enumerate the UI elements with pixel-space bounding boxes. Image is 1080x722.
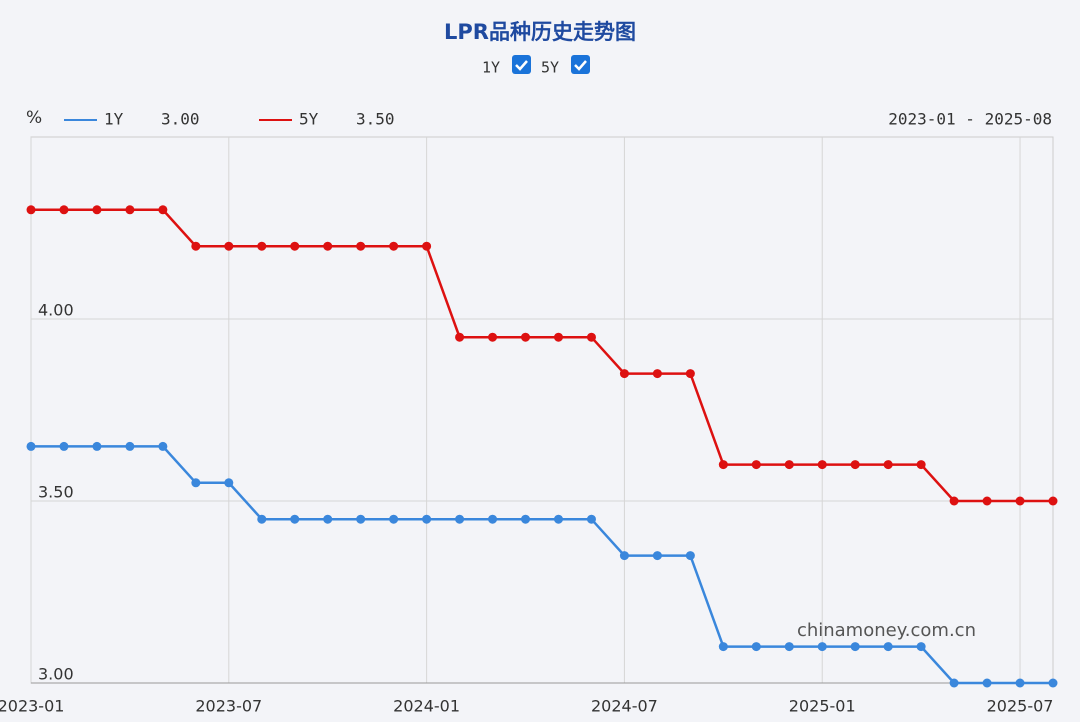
data-point (125, 441, 135, 451)
toggle-label: 5Y (541, 59, 559, 77)
data-point (850, 460, 860, 470)
x-tick-label: 2025-01 (789, 697, 856, 716)
y-unit: % (26, 108, 42, 128)
data-point (257, 241, 267, 251)
data-point (718, 642, 728, 652)
x-tick-label: 2024-01 (393, 697, 460, 716)
legend-value: 3.00 (161, 110, 200, 129)
data-point (784, 460, 794, 470)
y-tick-label: 4.00 (38, 301, 74, 320)
range-label: 2023-01 - 2025-08 (888, 110, 1052, 129)
data-point (652, 369, 662, 379)
data-point (257, 514, 267, 524)
data-point (949, 496, 959, 506)
data-point (323, 241, 333, 251)
data-point (356, 241, 366, 251)
data-point (59, 205, 69, 215)
data-point (389, 241, 399, 251)
toggle-checkbox[interactable] (512, 55, 531, 74)
data-point (619, 551, 629, 561)
data-point (488, 332, 498, 342)
data-point (125, 205, 135, 215)
data-point (1015, 496, 1025, 506)
data-point (586, 332, 596, 342)
data-point (191, 241, 201, 251)
x-tick-label: 2023-07 (195, 697, 262, 716)
data-point (850, 642, 860, 652)
data-point (586, 514, 596, 524)
data-point (553, 514, 563, 524)
data-point (290, 514, 300, 524)
data-point (158, 205, 168, 215)
data-point (26, 205, 36, 215)
data-point (982, 496, 992, 506)
data-point (751, 642, 761, 652)
legend-label: 5Y (299, 110, 319, 129)
check-icon (574, 60, 587, 71)
data-point (92, 205, 102, 215)
data-point (652, 551, 662, 561)
data-point (521, 332, 531, 342)
x-tick-label: 2023-01 (0, 697, 64, 716)
data-point (916, 460, 926, 470)
check-icon (515, 60, 528, 71)
toggle-checkbox[interactable] (571, 55, 590, 74)
data-point (455, 332, 465, 342)
data-point (982, 678, 992, 688)
data-point (455, 514, 465, 524)
legend-value: 3.50 (356, 110, 395, 129)
x-tick-label: 2024-07 (591, 697, 658, 716)
data-point (1015, 678, 1025, 688)
x-tick-label: 2025-07 (987, 697, 1054, 716)
data-point (1048, 678, 1058, 688)
data-point (751, 460, 761, 470)
data-point (619, 369, 629, 379)
data-point (290, 241, 300, 251)
data-point (817, 460, 827, 470)
series-line (31, 445, 1053, 685)
y-tick-label: 3.50 (38, 483, 74, 502)
data-point (1048, 496, 1058, 506)
data-point (883, 642, 893, 652)
data-point (92, 441, 102, 451)
chart-title: LPR品种历史走势图 (444, 20, 636, 44)
data-point (323, 514, 333, 524)
data-point (685, 369, 695, 379)
data-point (224, 478, 234, 488)
toggle-label: 1Y (482, 59, 500, 77)
data-point (191, 478, 201, 488)
data-point (224, 241, 234, 251)
data-point (521, 514, 531, 524)
data-point (949, 678, 959, 688)
data-point (916, 642, 926, 652)
data-point (59, 441, 69, 451)
data-point (422, 241, 432, 251)
data-point (488, 514, 498, 524)
data-point (356, 514, 366, 524)
series-line (31, 208, 1053, 503)
data-point (26, 441, 36, 451)
data-point (718, 460, 728, 470)
data-point (158, 441, 168, 451)
data-point (883, 460, 893, 470)
y-tick-label: 3.00 (38, 665, 74, 684)
legend-label: 1Y (104, 110, 124, 129)
data-point (817, 642, 827, 652)
data-point (389, 514, 399, 524)
watermark: chinamoney.com.cn (797, 620, 976, 641)
data-point (553, 332, 563, 342)
data-point (685, 551, 695, 561)
data-point (784, 642, 794, 652)
data-point (422, 514, 432, 524)
